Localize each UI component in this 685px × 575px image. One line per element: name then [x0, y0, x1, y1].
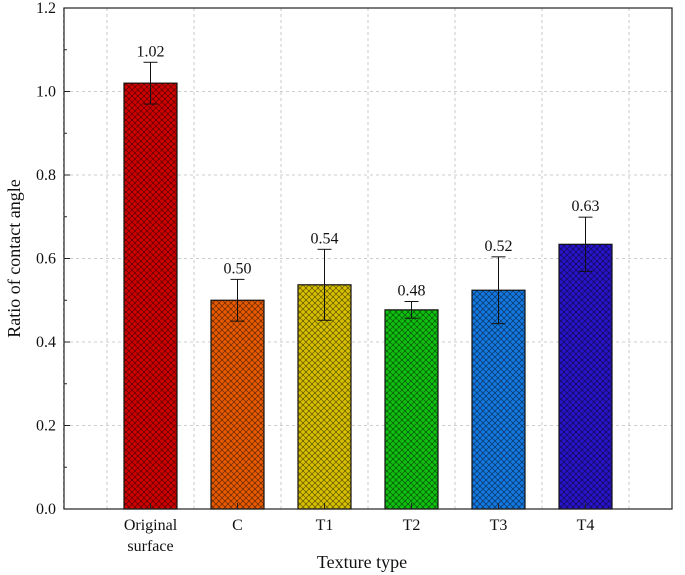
y-tick-label: 1.0 — [36, 84, 56, 101]
x-tick-label: T3 — [490, 517, 508, 534]
data-label-0: 1.02 — [137, 43, 165, 60]
x-axis-title: Texture type — [317, 552, 407, 572]
data-label-5: 0.63 — [572, 198, 600, 215]
y-axis-ticks: 0.0 0.2 0.4 0.6 0.8 1.0 1.2 — [36, 0, 70, 518]
error-bar-2 — [317, 248, 332, 321]
bar-0 — [123, 82, 178, 510]
bar-3 — [384, 309, 439, 510]
y-axis-title: Ratio of contact angle — [4, 179, 24, 337]
y-tick-label: 0.0 — [36, 501, 56, 518]
x-tick-label: T2 — [403, 517, 421, 534]
data-label-1: 0.50 — [224, 260, 252, 277]
data-label-2: 0.54 — [311, 230, 339, 247]
y-tick-label: 0.2 — [36, 418, 56, 435]
data-labels: 1.02 0.50 0.54 0.48 0.52 0.63 — [137, 43, 600, 299]
bar-2 — [297, 284, 352, 510]
y-tick-label: 0.6 — [36, 251, 56, 268]
x-tick-label: Original — [124, 517, 178, 534]
error-bars — [143, 61, 593, 325]
error-bar-5 — [578, 216, 593, 272]
bar-5 — [558, 243, 613, 510]
x-tick-label: T1 — [316, 517, 334, 534]
x-tick-label: surface — [127, 538, 173, 555]
error-bar-3 — [404, 301, 419, 319]
error-bar-1 — [230, 278, 245, 322]
error-bar-4 — [491, 256, 506, 325]
x-axis-ticks: Original surface C T1 T2 T3 T4 — [124, 503, 595, 555]
y-tick-label: 0.8 — [36, 167, 56, 184]
x-tick-label: C — [232, 517, 243, 534]
y-tick-label: 0.4 — [36, 334, 56, 351]
data-label-4: 0.52 — [485, 238, 513, 255]
x-tick-label: T4 — [577, 517, 595, 534]
y-tick-label: 1.2 — [36, 0, 56, 17]
error-bar-0 — [143, 61, 158, 105]
data-label-3: 0.48 — [398, 283, 426, 300]
bar-1 — [210, 299, 265, 510]
